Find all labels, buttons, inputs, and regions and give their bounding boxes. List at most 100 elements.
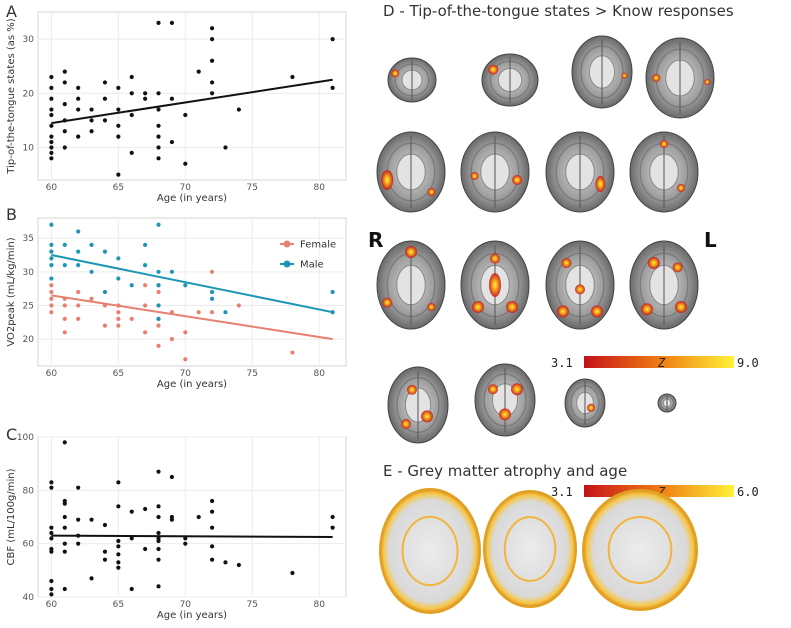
data-point <box>102 249 108 254</box>
data-point <box>49 586 54 592</box>
data-point <box>49 310 54 315</box>
axial-slice <box>379 488 481 614</box>
atrophy-ring <box>503 516 557 582</box>
activation-blob <box>647 257 660 269</box>
data-point <box>290 350 295 355</box>
brain-slice <box>657 393 677 413</box>
y-tick-label: 10 <box>23 143 35 153</box>
data-point <box>76 85 81 90</box>
data-point <box>156 514 161 520</box>
data-point <box>209 36 215 42</box>
data-point <box>49 145 54 150</box>
data-point <box>62 440 67 445</box>
x-tick-label: 60 <box>46 600 58 610</box>
data-point <box>156 283 161 288</box>
activation-blob <box>506 301 518 313</box>
x-axis-label: Age (in years) <box>157 610 227 621</box>
data-point <box>102 96 108 101</box>
data-point <box>156 546 161 552</box>
data-point <box>129 283 134 288</box>
x-tick-label: 80 <box>313 369 325 379</box>
colorbar-e-mid: Z <box>657 485 666 499</box>
data-point <box>209 58 215 63</box>
data-point <box>49 85 54 90</box>
data-point <box>156 269 161 274</box>
activation-blob <box>512 175 523 185</box>
trend-line <box>51 534 333 538</box>
data-point <box>156 557 161 562</box>
data-point <box>62 102 67 107</box>
data-point <box>76 134 81 139</box>
activation-blob <box>621 72 628 79</box>
data-point <box>116 316 121 322</box>
trend-line <box>51 294 333 341</box>
data-point <box>49 249 54 254</box>
data-point <box>62 316 67 322</box>
legend-label: Male <box>300 260 324 271</box>
activation-blob <box>575 284 585 295</box>
data-point <box>209 498 215 504</box>
data-point <box>169 139 175 145</box>
data-point <box>209 525 215 530</box>
data-point <box>156 222 161 227</box>
data-point <box>62 525 67 530</box>
data-point <box>62 262 67 268</box>
brain-slices-e <box>379 488 698 614</box>
data-point <box>143 546 148 552</box>
data-point <box>129 509 134 514</box>
data-point <box>129 150 134 156</box>
data-point <box>156 469 161 474</box>
data-point <box>102 289 108 295</box>
data-point <box>49 536 54 541</box>
colorbar-e-max: 6.0 <box>737 485 759 499</box>
legend-marker <box>283 260 291 268</box>
trend-line <box>51 78 333 125</box>
data-point <box>49 485 54 490</box>
brain-slice <box>474 363 536 437</box>
activation-blob <box>561 258 572 268</box>
data-point <box>209 91 215 96</box>
data-point <box>156 343 161 348</box>
data-point <box>62 501 67 506</box>
colorbar-d-mid: Z <box>657 356 666 370</box>
data-point <box>49 578 54 584</box>
data-point <box>76 316 81 322</box>
data-point <box>76 289 81 295</box>
data-point <box>49 276 54 281</box>
data-point <box>169 20 175 25</box>
data-point <box>89 107 94 112</box>
brain-slice <box>545 240 615 330</box>
data-point <box>89 242 94 248</box>
brain-slice <box>629 240 699 330</box>
data-point <box>49 242 54 248</box>
data-point <box>62 80 67 85</box>
data-point <box>156 303 161 308</box>
data-point <box>49 303 54 308</box>
y-axis-label: CBF (mL/100g/min) <box>6 468 17 565</box>
data-point <box>290 74 295 80</box>
coronal-slice <box>483 490 577 608</box>
brain-slice <box>460 240 530 330</box>
atrophy-ring <box>401 515 459 587</box>
data-point <box>143 303 148 308</box>
data-point <box>156 91 161 96</box>
brain-slice <box>645 37 715 119</box>
data-point <box>89 517 94 522</box>
data-point <box>102 522 108 528</box>
activation-blob <box>391 69 400 78</box>
data-point <box>290 570 295 576</box>
activation-blob <box>427 303 436 311</box>
activation-blob <box>488 384 498 395</box>
right-hemisphere-label: R <box>368 228 383 252</box>
legend-marker <box>283 240 291 248</box>
activation-blob <box>490 253 500 264</box>
data-point <box>129 536 134 541</box>
data-point <box>49 262 54 268</box>
y-tick-label: 100 <box>17 433 34 443</box>
data-point <box>116 560 121 565</box>
brain-slice <box>629 131 699 213</box>
data-point <box>169 336 175 342</box>
activation-blob <box>427 188 436 196</box>
data-point <box>76 229 81 234</box>
